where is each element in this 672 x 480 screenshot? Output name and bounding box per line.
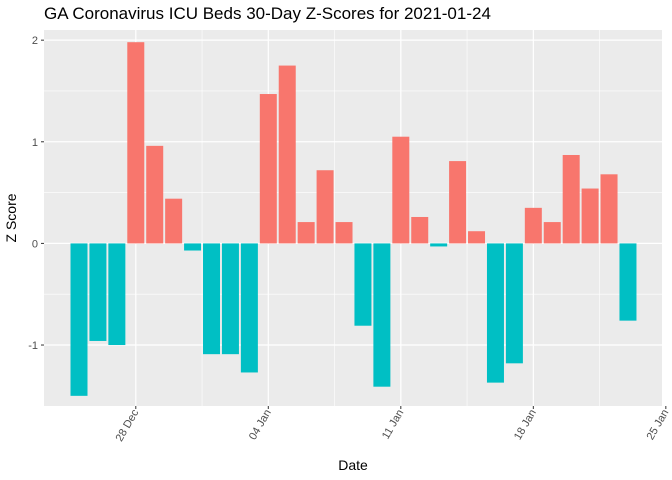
- bar: [108, 243, 126, 346]
- bar: [221, 243, 239, 355]
- bar: [373, 243, 391, 387]
- bar: [165, 198, 183, 244]
- x-tick-label: 04 Jan: [247, 408, 274, 443]
- x-tick-label: 28 Dec: [114, 407, 142, 444]
- bar: [543, 222, 561, 244]
- bar: [184, 243, 202, 251]
- x-axis-title: Date: [338, 457, 368, 473]
- bar: [278, 65, 296, 244]
- y-tick-label: 2: [32, 35, 38, 47]
- bar: [581, 188, 599, 244]
- bar: [354, 243, 372, 326]
- bar: [127, 42, 145, 244]
- bar: [486, 243, 504, 383]
- y-axis-title: Z Score: [3, 193, 19, 242]
- bar: [524, 207, 542, 244]
- bar: [240, 243, 258, 373]
- bar: [430, 243, 448, 247]
- x-tick-label: 25 Jan: [645, 408, 672, 443]
- bar: [70, 243, 88, 396]
- bar: [449, 161, 467, 244]
- bar: [411, 216, 429, 244]
- bar: [505, 243, 523, 364]
- y-tick-label: 0: [32, 238, 38, 250]
- bar: [335, 222, 353, 244]
- y-tick-label: -1: [28, 340, 38, 352]
- bar: [146, 145, 164, 244]
- x-tick-label: 18 Jan: [512, 408, 539, 443]
- bar: [468, 231, 486, 244]
- x-tick-label: 11 Jan: [380, 408, 407, 442]
- bar: [259, 94, 277, 244]
- bar: [297, 222, 315, 244]
- bar: [316, 170, 334, 244]
- bar: [619, 243, 637, 321]
- chart-title: GA Coronavirus ICU Beds 30-Day Z-Scores …: [44, 4, 491, 23]
- bar: [203, 243, 221, 355]
- bar: [392, 136, 410, 244]
- bar: [562, 154, 580, 244]
- bar: [600, 174, 618, 244]
- bar: [89, 243, 107, 341]
- y-tick-label: 1: [32, 137, 38, 149]
